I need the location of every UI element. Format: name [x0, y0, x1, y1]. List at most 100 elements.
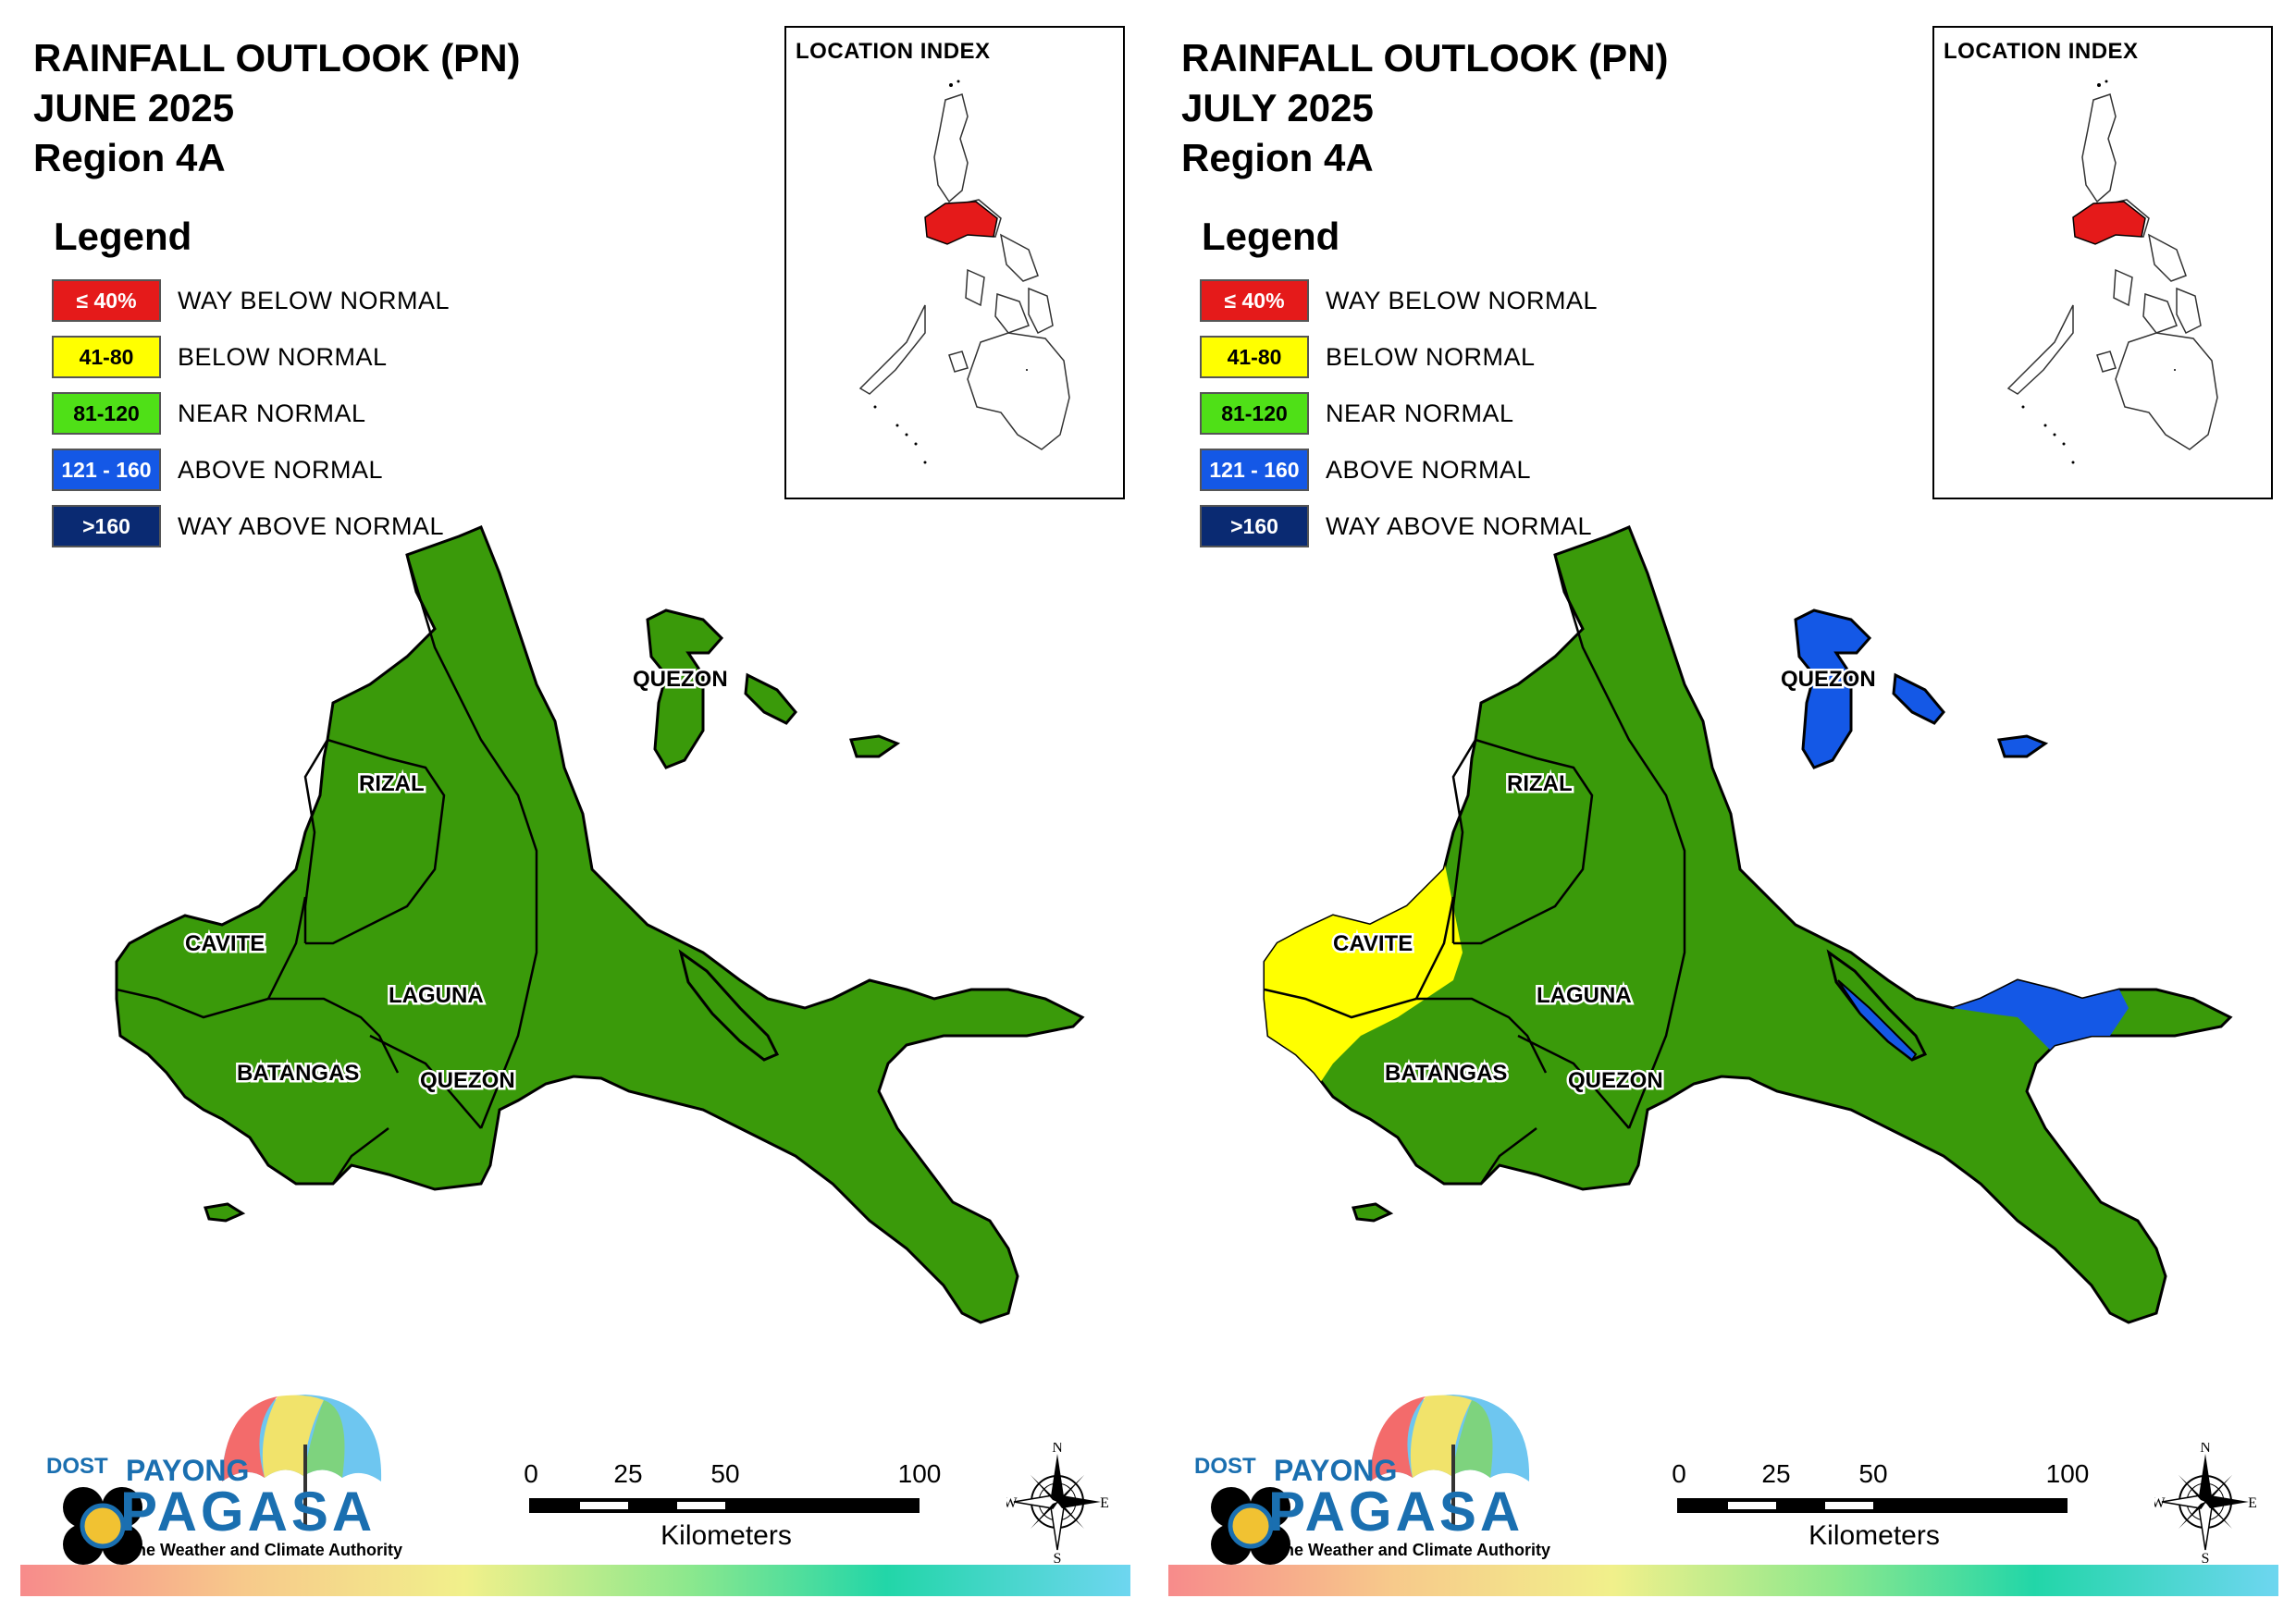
legend-swatch: >160 [52, 505, 161, 547]
scale-tick-label: 0 [524, 1459, 538, 1488]
scale-bar-graphic [529, 1498, 920, 1513]
legend-swatch: 81-120 [1200, 392, 1309, 435]
legend-swatch: 121 - 160 [52, 449, 161, 491]
map-title: RAINFALL OUTLOOK (PN) JULY 2025 Region 4… [1181, 33, 1669, 183]
label-laguna: LAGUNA [1537, 983, 1632, 1008]
title-line-3: Region 4A [33, 136, 226, 179]
island [1352, 1202, 1394, 1223]
label-quezon-north: QUEZON [633, 667, 728, 692]
compass-rose: N S E W [2151, 1440, 2256, 1567]
label-quezon-south: QUEZON [420, 1068, 515, 1093]
logo-dost: DOST [1194, 1454, 1256, 1479]
logo-dost: DOST [46, 1454, 108, 1479]
province-boundaries [116, 554, 538, 1185]
legend-label: WAY BELOW NORMAL [178, 287, 451, 314]
panel-june: RAINFALL OUTLOOK (PN) JUNE 2025 Region 4… [20, 26, 1130, 1596]
title-line-1: RAINFALL OUTLOOK (PN) [33, 36, 521, 80]
legend-label: WAY ABOVE NORMAL [178, 512, 445, 540]
polillo-island [646, 609, 724, 769]
logo-tagline: The Weather and Climate Authority [1274, 1541, 1551, 1559]
label-laguna: LAGUNA [389, 983, 484, 1008]
region-4a-rainfall-map: QUEZON RIZAL CAVITE LAGUNA BATANGAS QUEZ… [1263, 525, 2233, 1324]
label-batangas: BATANGAS [1385, 1061, 1507, 1086]
scale-bar: 0 25 50 100 Kilometers [1666, 1459, 2089, 1570]
polillo-island [1794, 609, 1872, 769]
legend-swatch: 81-120 [52, 392, 161, 435]
province-labels: QUEZON RIZAL CAVITE LAGUNA BATANGAS QUEZ… [1331, 665, 1879, 1096]
title-line-3: Region 4A [1181, 136, 1374, 179]
label-cavite: CAVITE [1333, 931, 1413, 956]
scale-unit: Kilometers [660, 1520, 792, 1551]
label-rizal: RIZAL [1507, 771, 1573, 796]
inset-title: LOCATION INDEX [1944, 39, 2139, 64]
province-boundaries [1264, 554, 1686, 1185]
label-batangas: BATANGAS [237, 1061, 359, 1086]
scale-bar-graphic [1677, 1498, 2068, 1513]
island [204, 1202, 246, 1223]
scale-tick-label: 50 [1858, 1459, 1888, 1488]
title-line-2: JUNE 2025 [33, 86, 235, 129]
legend-label: NEAR NORMAL [1326, 400, 1514, 427]
location-index-inset: LOCATION INDEX [784, 26, 1125, 499]
label-quezon-south: QUEZON [1568, 1068, 1663, 1093]
scale-tick-label: 50 [710, 1459, 740, 1488]
island [744, 672, 797, 725]
alabat-island [1826, 949, 1928, 1062]
philippines-inset-map [858, 80, 1070, 464]
scale-tick-label: 25 [1761, 1459, 1791, 1488]
title-line-2: JULY 2025 [1181, 86, 1374, 129]
legend-swatch: ≤ 40% [52, 279, 161, 322]
philippines-inset-map [2006, 80, 2218, 464]
location-index-inset: LOCATION INDEX [1932, 26, 2273, 499]
legend-swatch: ≤ 40% [1200, 279, 1309, 322]
island [1892, 672, 1945, 725]
legend-swatch: >160 [1200, 505, 1309, 547]
logo-pagasa: PAGASA [120, 1481, 376, 1543]
compass-icon: N S E W [2151, 1440, 2256, 1567]
color-gradient-bar [1168, 1565, 2278, 1596]
legend-label: WAY ABOVE NORMAL [1326, 512, 1593, 540]
island [1997, 734, 2049, 758]
label-cavite: CAVITE [185, 931, 265, 956]
title-line-1: RAINFALL OUTLOOK (PN) [1181, 36, 1669, 80]
legend-label: NEAR NORMAL [178, 400, 366, 427]
mainland-region [115, 525, 1085, 1324]
compass-icon: N S E W [1003, 1440, 1108, 1567]
legend-swatch: 41-80 [52, 336, 161, 378]
compass-w: W [2154, 1495, 2166, 1511]
label-rizal: RIZAL [359, 771, 425, 796]
legend-label: BELOW NORMAL [178, 343, 388, 371]
map-title: RAINFALL OUTLOOK (PN) JUNE 2025 Region 4… [33, 33, 521, 183]
payong-pagasa-logo: DOST PAYONG PAGASA The Weather and Clima… [1176, 1389, 1564, 1565]
province-labels: QUEZON RIZAL CAVITE LAGUNA BATANGAS QUEZ… [183, 665, 731, 1096]
logo-pagasa: PAGASA [1268, 1481, 1524, 1543]
legend-label: ABOVE NORMAL [1326, 456, 1532, 484]
island [849, 734, 901, 758]
scale-tick-label: 0 [1672, 1459, 1686, 1488]
scale-tick-label: 100 [897, 1459, 942, 1488]
legend-label: BELOW NORMAL [1326, 343, 1536, 371]
pagasa-umbrella-icon [1211, 1395, 1530, 1565]
above-normal-area [1953, 980, 2129, 1054]
scale-tick-label: 25 [613, 1459, 643, 1488]
compass-e: E [2248, 1495, 2256, 1511]
panel-july: RAINFALL OUTLOOK (PN) JULY 2025 Region 4… [1148, 0, 2296, 1623]
legend-title: Legend [54, 215, 192, 258]
region-4a-rainfall-map: QUEZON RIZAL CAVITE LAGUNA BATANGAS QUEZ… [115, 525, 1085, 1324]
color-gradient-bar [20, 1565, 1130, 1596]
label-quezon-north: QUEZON [1781, 667, 1876, 692]
scale-bar: 0 25 50 100 Kilometers [518, 1459, 941, 1570]
legend-label: ABOVE NORMAL [178, 456, 384, 484]
legend-swatch: 41-80 [1200, 336, 1309, 378]
legend-swatch: 121 - 160 [1200, 449, 1309, 491]
payong-pagasa-logo: DOST PAYONG PAGASA The Weather and Clima… [28, 1389, 416, 1565]
logo-payong: PAYONG [126, 1454, 250, 1487]
compass-s: S [2202, 1551, 2210, 1563]
pagasa-umbrella-icon [63, 1395, 382, 1565]
land-areas [115, 525, 1085, 1324]
compass-s: S [1054, 1551, 1062, 1563]
scale-unit: Kilometers [1808, 1520, 1940, 1551]
above-normal-area [1837, 979, 1918, 1062]
legend-title: Legend [1202, 215, 1340, 258]
legend-label: WAY BELOW NORMAL [1326, 287, 1599, 314]
